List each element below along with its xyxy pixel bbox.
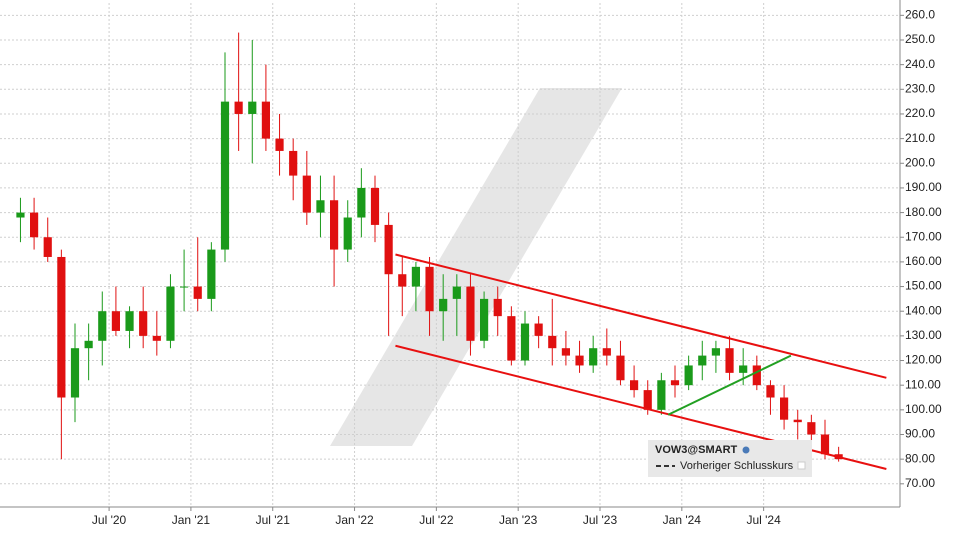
candle-body (480, 298, 489, 341)
candle-body (711, 348, 720, 356)
x-tick-label: Jul '23 (583, 513, 618, 527)
legend: VOW3@SMART Vorheriger Schlusskurs (648, 440, 812, 477)
candle-body (425, 266, 434, 312)
y-tick-label: 160.00 (905, 254, 942, 268)
candle-body (357, 187, 366, 218)
candle-body (493, 298, 502, 317)
x-tick-label: Jul '20 (92, 513, 127, 527)
candle-body (98, 311, 107, 341)
candle-body (630, 380, 639, 391)
candle-body (16, 212, 25, 218)
candle-body (752, 365, 761, 386)
candle-body (439, 298, 448, 312)
candle-body (207, 249, 216, 299)
candle-body (275, 138, 284, 151)
candle-body (452, 286, 461, 299)
candle-body (289, 150, 298, 176)
y-tick-label: 90.00 (905, 427, 935, 441)
x-tick-label: Jan '23 (499, 513, 538, 527)
candle-body (657, 380, 666, 410)
candle-body (466, 286, 475, 341)
y-tick-label: 220.0 (905, 106, 935, 120)
legend-symbol: VOW3@SMART (655, 444, 738, 456)
candle-body (739, 365, 748, 373)
y-tick-label: 200.0 (905, 155, 935, 169)
candle-body (139, 311, 148, 336)
candle-body (70, 348, 80, 398)
y-tick-label: 70.00 (905, 476, 935, 490)
candle-body (111, 311, 120, 331)
legend-icon (742, 446, 750, 454)
candle-body (370, 187, 380, 225)
y-tick-label: 190.00 (905, 180, 942, 194)
y-tick-label: 110.00 (905, 377, 941, 391)
candle-body (575, 355, 584, 366)
candle-body (384, 224, 393, 275)
candle-body (520, 323, 530, 361)
candle-body (820, 434, 830, 455)
y-tick-label: 250.0 (905, 32, 935, 46)
candle-body (84, 340, 93, 349)
candle-body (780, 397, 789, 420)
candle-body (193, 286, 202, 299)
legend-entry: Vorheriger Schlusskurs (680, 460, 794, 472)
candle-body (261, 101, 270, 139)
x-tick-label: Jan '21 (172, 513, 211, 527)
y-tick-label: 210.0 (905, 131, 935, 145)
y-tick-label: 120.00 (905, 353, 942, 367)
y-tick-label: 140.00 (905, 303, 942, 317)
x-tick-label: Jul '21 (256, 513, 291, 527)
candle-body (507, 316, 516, 361)
candle-body (643, 390, 652, 410)
candle-body (166, 286, 175, 341)
candle-body (398, 274, 407, 287)
candle-body (534, 323, 543, 336)
y-tick-label: 80.00 (905, 451, 935, 465)
legend-box (648, 440, 812, 477)
watermark (330, 88, 622, 446)
candle-body (302, 175, 311, 213)
candle-body (180, 286, 189, 288)
candle-body (766, 385, 775, 398)
y-tick-label: 130.00 (905, 328, 942, 342)
x-tick-label: Jul '22 (419, 513, 454, 527)
candle-body (57, 256, 66, 398)
candle-body (602, 348, 611, 356)
trend-line (667, 354, 792, 416)
candle-body (411, 266, 420, 287)
candle-body (548, 335, 557, 349)
candle-body (248, 101, 257, 114)
candle-body (698, 355, 707, 366)
candle-body (343, 217, 352, 250)
y-tick-label: 230.0 (905, 81, 935, 95)
x-tick-label: Jan '24 (663, 513, 702, 527)
candle-body (793, 419, 802, 423)
candle-body (616, 355, 625, 381)
y-tick-label: 100.00 (905, 402, 942, 416)
trend-line (395, 253, 887, 379)
x-tick-label: Jan '22 (335, 513, 374, 527)
candle-body (807, 422, 816, 435)
candle-body (670, 380, 680, 386)
candle-body (330, 200, 339, 250)
y-tick-label: 240.0 (905, 57, 935, 71)
y-tick-label: 180.00 (905, 205, 942, 219)
y-tick-label: 170.00 (905, 229, 942, 243)
candle-body (589, 348, 598, 366)
candle-body (684, 365, 693, 386)
candle-body (725, 348, 734, 373)
candle-body (125, 311, 134, 331)
candle-body (561, 348, 570, 356)
candle-body (43, 237, 52, 257)
candle-body (220, 101, 230, 250)
x-tick-label: Jul '24 (746, 513, 781, 527)
candle-body (316, 200, 325, 213)
candle-body (30, 212, 39, 238)
y-tick-label: 260.0 (905, 8, 935, 22)
candle-body (152, 335, 161, 341)
legend-checkbox[interactable] (797, 461, 806, 470)
candle-body (234, 101, 243, 114)
y-tick-label: 150.00 (905, 279, 942, 293)
